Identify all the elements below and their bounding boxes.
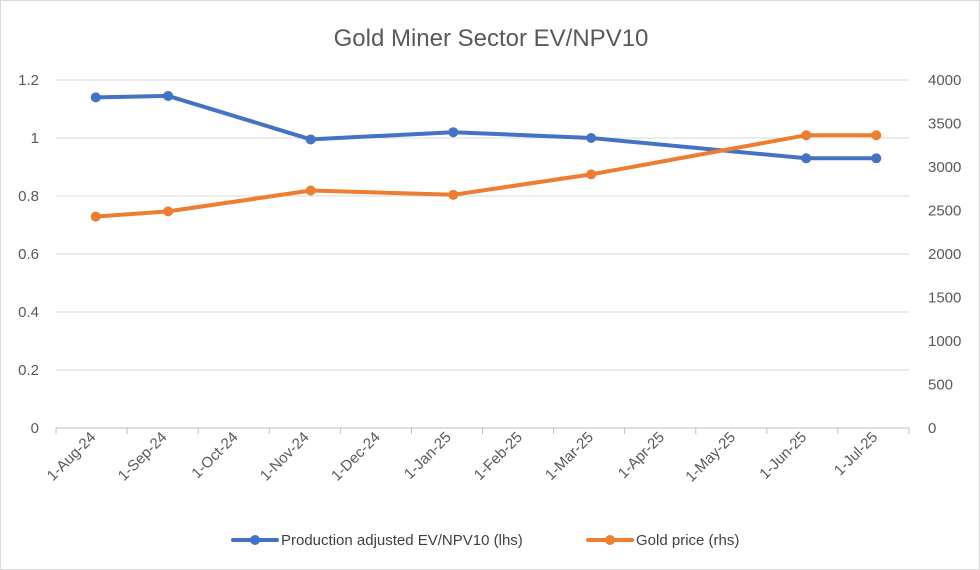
y-axis-left: 0 0.2 0.4 0.6 0.8 1 1.2 (18, 72, 39, 437)
y-left-tick-label: 1.2 (18, 72, 39, 89)
y-left-tick-label: 1 (31, 130, 39, 147)
x-tick-label: 1-Oct-24 (188, 429, 241, 482)
x-tick-label: 1-Aug-24 (44, 429, 100, 485)
gold-price-series-point (163, 206, 174, 217)
gold-price-series-point (801, 130, 812, 141)
x-axis: 1-Aug-24 1-Sep-24 1-Oct-24 1-Nov-24 1-Dec-24… (44, 427, 910, 486)
x-tick-label: 1-May-25 (682, 429, 739, 486)
x-tick-label: 1-Jan-25 (401, 429, 455, 483)
gold-price-series-point (305, 185, 316, 196)
legend-gold-price-label: Gold price (rhs) (636, 532, 739, 549)
gridlines (56, 79, 909, 371)
y-left-tick-label: 0.4 (18, 304, 39, 321)
ev-npv10-series-line (93, 93, 879, 161)
x-tick-label: 1-Jul-25 (831, 429, 881, 479)
y-right-tick-label: 1000 (928, 333, 961, 350)
gold-price-series-point (448, 189, 459, 200)
y-right-tick-label: 500 (928, 377, 953, 394)
legend-ev-npv10-marker (250, 535, 260, 545)
gold-price-series-line (93, 133, 879, 219)
x-tick-label: 1-Sep-24 (115, 429, 171, 485)
legend-gold-price-marker (605, 535, 615, 545)
ev-npv10-series-point (448, 127, 459, 138)
y-right-tick-label: 3500 (928, 116, 961, 133)
x-tick-label: 1-Dec-24 (328, 429, 384, 485)
x-tick-label: 1-Nov-24 (257, 429, 313, 485)
y-right-tick-label: 3000 (928, 159, 961, 176)
legend-ev-npv10-label: Production adjusted EV/NPV10 (lhs) (281, 532, 523, 549)
y-right-tick-label: 0 (928, 420, 936, 437)
y-left-tick-label: 0.2 (18, 362, 39, 379)
x-tick-label: 1-Jun-25 (756, 429, 810, 483)
y-right-tick-label: 2500 (928, 203, 961, 220)
ev-npv10-series-point (305, 134, 316, 145)
gold-price-series-point (90, 211, 101, 222)
y-right-tick-label: 4000 (928, 72, 961, 89)
y-right-tick-label: 1500 (928, 290, 961, 307)
x-tick-label: 1-Apr-25 (615, 429, 668, 482)
ev-npv10-series-point (163, 90, 174, 101)
gold-price-series-point (586, 169, 597, 180)
gold-price-series-point (871, 130, 882, 141)
ev-npv10-series-point (586, 133, 597, 143)
y-axis-right: 0 500 1000 1500 2000 2500 3000 3500 4000 (928, 72, 961, 437)
legend: Production adjusted EV/NPV10 (lhs) Gold p… (231, 532, 739, 549)
series-layer (90, 90, 882, 222)
x-tick-label: 1-Mar-25 (542, 429, 597, 484)
y-right-tick-label: 2000 (928, 246, 961, 263)
ev-npv10-series-point (801, 153, 812, 164)
y-left-tick-label: 0.6 (18, 246, 39, 263)
chart-title: Gold Miner Sector EV/NPV10 (334, 25, 649, 52)
y-left-tick-label: 0 (31, 420, 39, 437)
ev-npv10-series-point (871, 153, 882, 164)
x-tick-label: 1-Feb-25 (471, 429, 526, 484)
y-left-tick-label: 0.8 (18, 188, 39, 205)
ev-npv10-series-point (90, 92, 101, 103)
